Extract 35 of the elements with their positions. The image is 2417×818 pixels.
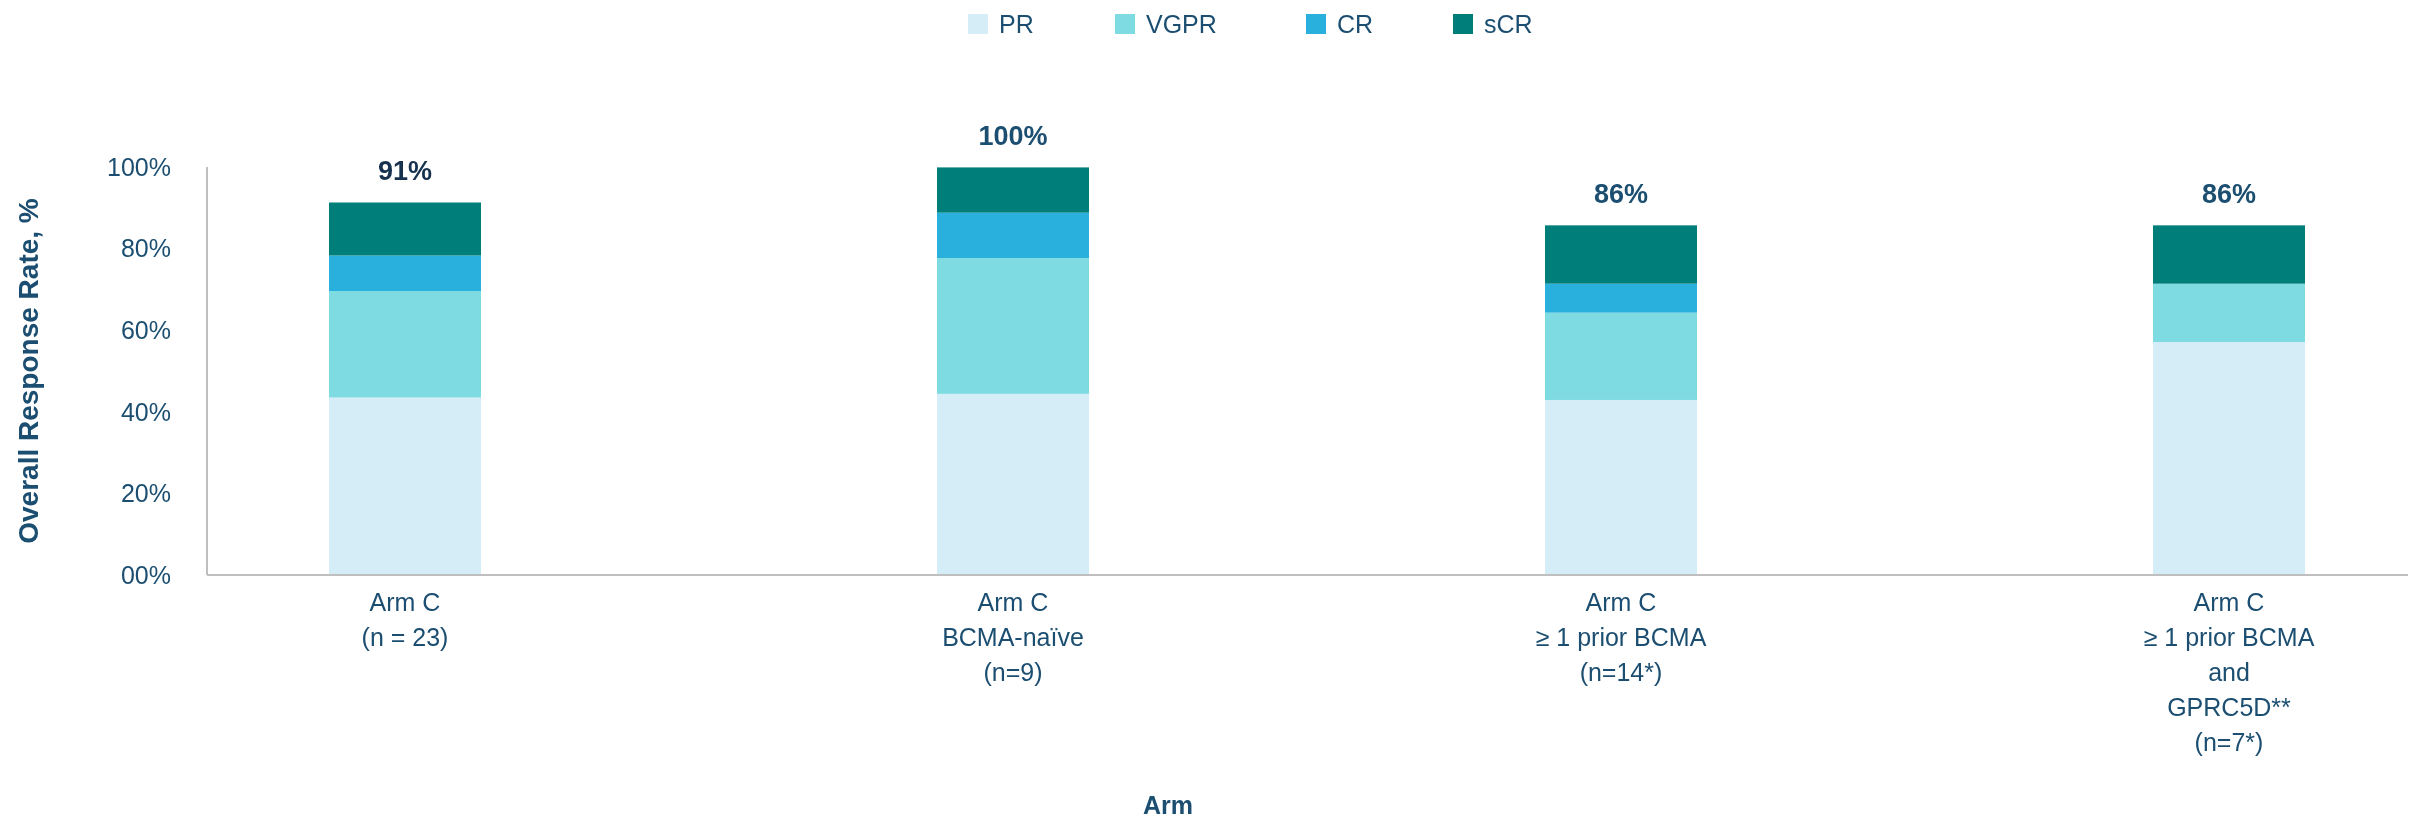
x-axis-title: Arm [1142,791,1194,818]
legend-label: PR [999,9,1034,38]
y-axis-title: Overall Response Rate, % [13,198,44,544]
bar [329,202,481,256]
bar [329,255,481,292]
bar [1545,225,1697,284]
bar [937,167,1089,213]
bar [1545,312,1697,400]
bar [937,257,1089,394]
bar [937,393,1089,575]
bar [329,397,481,575]
y-tick-label: 40% [120,397,171,426]
y-tick-label: 00% [120,560,171,589]
legend-label: CR [1337,9,1374,38]
total-label: 86% [2201,179,2257,210]
y-tick-label: 100% [107,152,171,181]
bar [2153,342,2305,575]
y-tick-label: 60% [120,315,171,344]
total-label: 91% [377,156,433,187]
bar [1545,399,1697,575]
total-label: 86% [1593,179,1649,210]
y-tick-label: 80% [120,234,171,263]
x-tick-label: Arm C (n = 23) [361,588,449,651]
legend-label: VGPR [1146,9,1217,38]
y-tick-label: 20% [120,479,171,508]
bar [2153,283,2305,343]
total-label: 100% [978,121,1048,152]
x-tick-label: Arm C ≥ 1 prior BCMA and GPRC5D** (n=7*) [2143,588,2315,756]
bar [329,291,481,398]
bar [2153,225,2305,284]
x-tick-label: Arm C BCMA-naïve (n=9) [942,588,1084,686]
bar [937,212,1089,258]
x-tick-label: Arm C ≥ 1 prior BCMA (n=14*) [1535,588,1707,686]
bar [1545,283,1697,313]
legend-label: sCR [1484,9,1533,38]
